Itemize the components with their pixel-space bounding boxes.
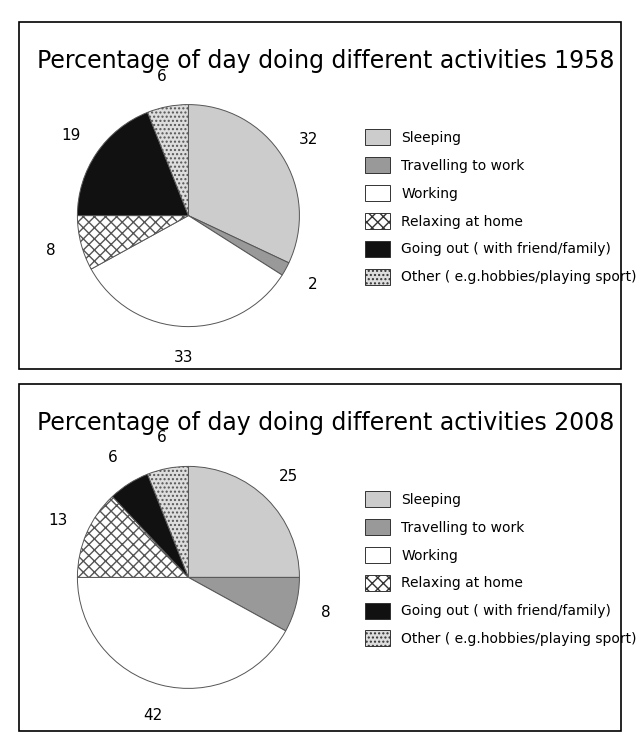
Wedge shape	[77, 216, 188, 269]
Legend: Sleeping, Travelling to work, Working, Relaxing at home, Going out ( with friend: Sleeping, Travelling to work, Working, R…	[365, 129, 637, 285]
Text: 2: 2	[308, 277, 317, 292]
Wedge shape	[77, 577, 285, 689]
Text: 8: 8	[321, 605, 331, 620]
Wedge shape	[148, 104, 188, 216]
Text: 32: 32	[299, 132, 318, 147]
Text: 6: 6	[157, 69, 166, 84]
Legend: Sleeping, Travelling to work, Working, Relaxing at home, Going out ( with friend: Sleeping, Travelling to work, Working, R…	[365, 491, 637, 647]
Wedge shape	[113, 474, 188, 577]
Text: Percentage of day doing different activities 2008: Percentage of day doing different activi…	[37, 411, 614, 435]
Text: Percentage of day doing different activities 1958: Percentage of day doing different activi…	[37, 49, 615, 73]
Wedge shape	[77, 497, 188, 577]
Text: 33: 33	[174, 350, 194, 365]
Text: 8: 8	[46, 243, 56, 258]
Wedge shape	[148, 466, 188, 577]
Wedge shape	[188, 104, 300, 263]
Text: 6: 6	[108, 450, 117, 465]
Wedge shape	[77, 113, 188, 216]
Wedge shape	[188, 216, 289, 275]
Text: 42: 42	[143, 707, 163, 723]
Text: 13: 13	[49, 513, 68, 528]
Wedge shape	[188, 466, 300, 577]
Text: 6: 6	[157, 430, 166, 445]
Wedge shape	[188, 577, 300, 631]
Text: 19: 19	[61, 128, 81, 143]
Text: 25: 25	[279, 469, 298, 484]
Wedge shape	[91, 216, 282, 327]
